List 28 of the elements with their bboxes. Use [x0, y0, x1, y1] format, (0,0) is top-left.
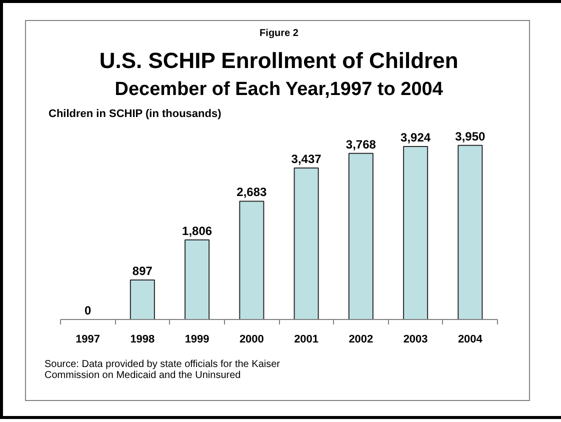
bar: [184, 239, 210, 320]
x-tick-label: 2000: [239, 334, 264, 346]
x-tick-label: 1998: [130, 334, 155, 346]
x-tick-label: 2004: [458, 334, 484, 346]
bar: [130, 279, 155, 320]
chart-title: U.S. SCHIP Enrollment of Children: [99, 48, 458, 73]
bar: [458, 144, 483, 320]
y-axis-title: Children in SCHIP (in thousands): [48, 108, 222, 120]
x-tick-label: 2002: [348, 334, 374, 346]
chart-subtitle: December of Each Year,1997 to 2004: [114, 79, 444, 100]
x-tick-label: 1997: [76, 334, 100, 346]
x-tick-label: 2001: [294, 334, 319, 346]
bar: [403, 146, 428, 320]
bar: [348, 152, 374, 320]
bar: [294, 168, 319, 320]
data-label: 897: [132, 264, 153, 278]
x-tick-label: 1999: [184, 334, 210, 346]
bar: [239, 200, 264, 320]
data-label: 1,806: [182, 224, 212, 238]
data-label: 3,768: [346, 137, 376, 152]
x-tick-label: 2003: [403, 334, 428, 346]
data-label: 3,437: [291, 152, 322, 166]
data-label: 3,950: [455, 129, 486, 144]
data-label: 0: [84, 304, 92, 318]
caption: Figure 2: [260, 28, 299, 39]
data-label: 2,683: [236, 185, 268, 200]
source-note: Source: Data provided by state officials for the Kaiser Commission on Medicaid and the Uninsured: [44, 359, 281, 381]
data-label: 3,924: [400, 130, 431, 145]
